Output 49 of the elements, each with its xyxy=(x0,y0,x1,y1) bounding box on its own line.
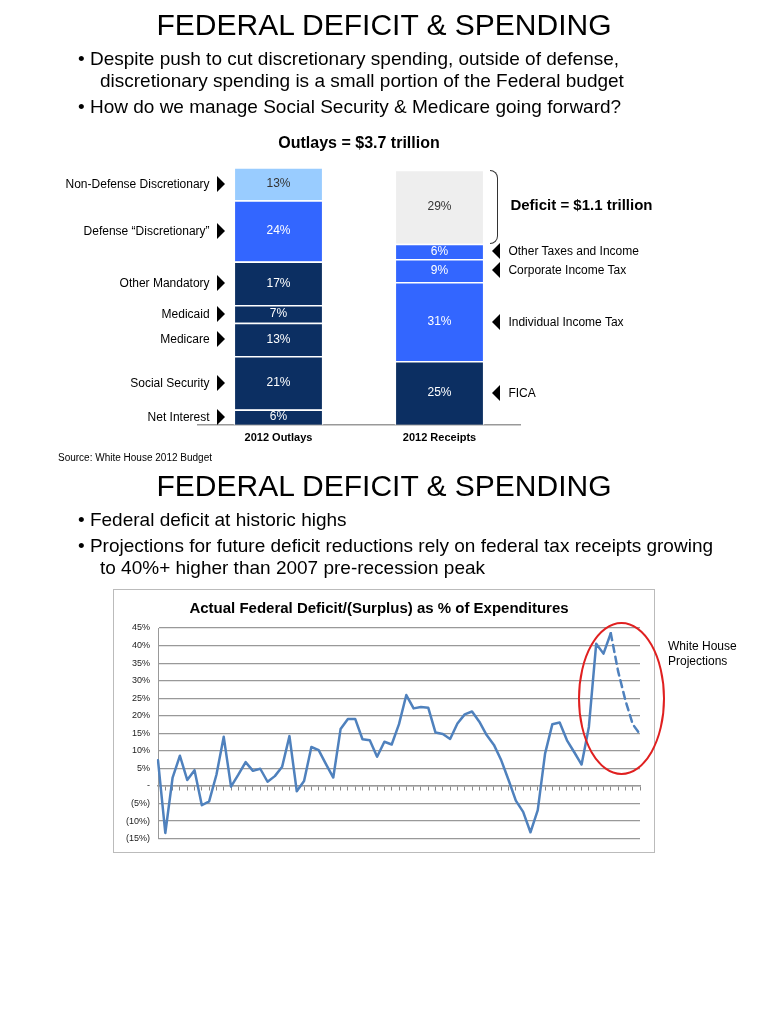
y-tick-label: - xyxy=(147,780,151,791)
data-label: 7% xyxy=(269,306,288,321)
y-tick-label: 5% xyxy=(136,762,151,773)
text: Net Interest xyxy=(147,409,210,426)
y-tick-label: 25% xyxy=(131,692,151,703)
data-label: 13% xyxy=(266,331,291,346)
text: • Federal deficit at historic highs xyxy=(78,509,348,531)
text: • Projections for future deficit reductions rely on federal tax receipts growing to 40%+ higher than 2007 pre-recession peak xyxy=(78,535,714,579)
y-tick-label: 35% xyxy=(131,657,151,668)
y-tick-label: 10% xyxy=(131,745,151,756)
chart-subtitle: Outlays = $3.7 trillion xyxy=(278,134,440,152)
data-label: 29% xyxy=(427,199,452,214)
chart-title: FEDERAL DEFICIT & SPENDING xyxy=(155,8,613,42)
text: • Despite push to cut discretionary spending, outside of defense, discretionary spending is a small portion of the Federal budget xyxy=(78,48,625,92)
data-label: 24% xyxy=(266,223,291,238)
y-tick-label: 20% xyxy=(131,710,151,721)
source-note: Source: White House 2012 Budget xyxy=(58,452,213,463)
data-label: 25% xyxy=(427,385,452,400)
text: Medicare xyxy=(160,331,210,348)
data-label: 31% xyxy=(427,313,452,328)
text: FICA xyxy=(508,384,536,401)
y-tick-label: (10%) xyxy=(125,815,151,826)
text: Individual Income Tax xyxy=(508,313,624,330)
text: Defense “Discretionary” xyxy=(83,222,210,239)
text: Social Security xyxy=(130,374,210,391)
data-label: 13% xyxy=(266,176,291,191)
annotation: Deficit = $1.1 trillion xyxy=(510,195,653,213)
x-tick-label: 2012 Outlays xyxy=(244,431,313,444)
data-label: 6% xyxy=(269,409,288,424)
y-tick-label: (15%) xyxy=(125,833,151,844)
y-tick-label: 40% xyxy=(131,640,151,651)
y-tick-label: 30% xyxy=(131,675,151,686)
text: Other Taxes and Income xyxy=(508,243,639,260)
text: Corporate Income Tax xyxy=(508,262,627,279)
text: Non-Defense Discretionary xyxy=(65,175,210,192)
data-label: 6% xyxy=(430,243,449,258)
chart-title: FEDERAL DEFICIT & SPENDING xyxy=(155,469,613,503)
x-tick-label: 2012 Receipts xyxy=(402,431,477,444)
y-tick-label: (5%) xyxy=(130,797,151,808)
y-tick-label: 15% xyxy=(131,727,151,738)
text: Medicaid xyxy=(161,305,210,322)
data-label: 17% xyxy=(266,275,291,290)
data-label: 21% xyxy=(266,375,291,390)
chart-subtitle: Actual Federal Deficit/(Surplus) as % of Expenditures xyxy=(189,599,569,617)
text: White House Projections xyxy=(668,639,738,669)
text: • How do we manage Social Security & Medicare going forward? xyxy=(78,96,623,118)
y-tick-label: 45% xyxy=(131,622,151,633)
data-label: 9% xyxy=(430,262,449,277)
text: Other Mandatory xyxy=(119,275,210,292)
